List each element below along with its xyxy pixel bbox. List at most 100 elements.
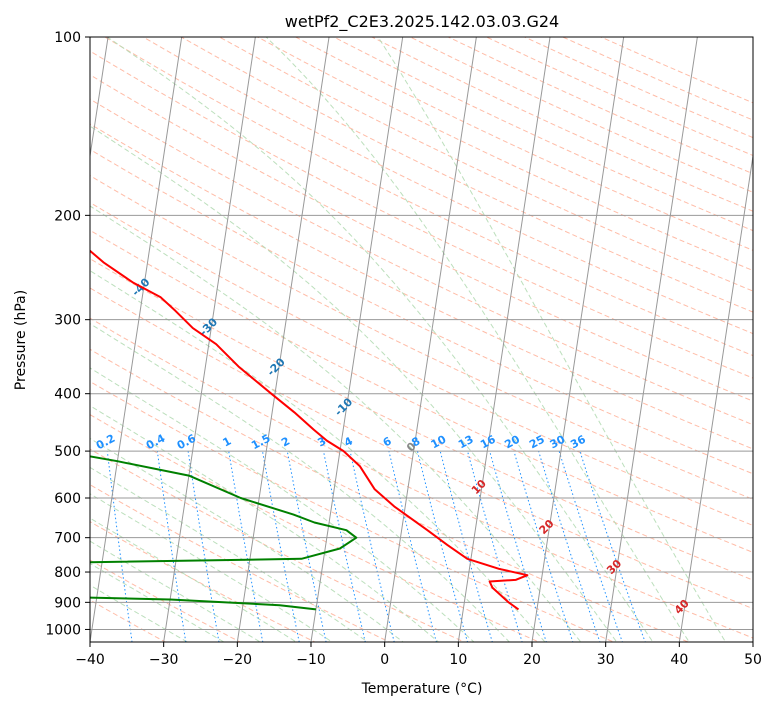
y-axis-label: Pressure (hPa) bbox=[13, 290, 29, 390]
x-tick-label: 20 bbox=[523, 652, 541, 668]
x-tick-label: −40 bbox=[75, 652, 105, 668]
x-tick-label: −20 bbox=[223, 652, 253, 668]
mixing-ratio-line bbox=[349, 450, 395, 642]
dry-adiabats bbox=[90, 37, 753, 642]
dry-adiabat-line bbox=[90, 201, 753, 527]
x-axis-ticks: −40 −30 −20 −10 0 10 20 30 40 50 bbox=[75, 642, 762, 668]
mixing-ratio-line bbox=[156, 451, 187, 642]
moist-adiabat-line bbox=[90, 517, 298, 642]
dry-adiabat-line bbox=[103, 37, 753, 357]
dry-adiabat-line bbox=[90, 484, 391, 642]
sounding-profiles bbox=[90, 249, 529, 611]
y-tick-label: 1000 bbox=[45, 622, 81, 638]
moist-adiabat-line bbox=[90, 323, 511, 642]
moist-adiabat-line bbox=[90, 562, 225, 642]
isotherm-gridlines bbox=[90, 37, 753, 642]
x-tick-label: 0 bbox=[380, 652, 389, 668]
y-tick-label: 400 bbox=[54, 387, 81, 403]
dry-adiabat-line bbox=[90, 599, 167, 642]
moist-adiabat-line bbox=[90, 540, 262, 642]
mixing-ratio-label: 16 bbox=[478, 433, 498, 452]
dry-adiabat-line bbox=[409, 37, 753, 193]
dry-adiabat-line bbox=[90, 74, 753, 402]
mixing-ratio-line bbox=[106, 451, 133, 642]
y-tick-label: 100 bbox=[54, 30, 81, 46]
dry-adiabat-line bbox=[90, 258, 753, 581]
isotherm-label: -20 bbox=[265, 355, 288, 378]
isotherm-line bbox=[310, 37, 404, 642]
dry-adiabat-line bbox=[90, 123, 753, 450]
isotherm-line bbox=[752, 638, 753, 642]
x-tick-label: 40 bbox=[670, 652, 688, 668]
moist-adiabat-line bbox=[90, 584, 189, 642]
isotherm-label: -30 bbox=[197, 315, 220, 338]
y-axis-ticks: 100 200 300 400 500 600 700 800 900 1000 bbox=[45, 30, 90, 638]
mixing-ratio-label: 10 bbox=[429, 433, 449, 452]
dry-adiabat-line bbox=[90, 348, 690, 642]
moist-adiabat-line bbox=[90, 466, 369, 642]
moist-adiabat-line bbox=[90, 367, 475, 642]
mixing-ratio-label: 4 bbox=[342, 434, 355, 449]
x-tick-label: −10 bbox=[296, 652, 326, 668]
pressure-gridlines bbox=[90, 37, 753, 630]
dry-adiabat-line bbox=[599, 37, 753, 104]
mixing-ratio-line bbox=[323, 451, 366, 642]
mixing-ratio-label: 36 bbox=[568, 433, 588, 452]
mixing-ratio-label: 6 bbox=[381, 434, 394, 449]
dry-adiabat-line bbox=[90, 448, 466, 642]
dry-adiabat-line bbox=[90, 175, 753, 500]
dry-adiabat-line bbox=[90, 414, 541, 642]
plot-frame bbox=[89, 36, 754, 643]
x-tick-label: 50 bbox=[744, 652, 762, 668]
dry-adiabat-line bbox=[142, 37, 753, 335]
isotherm-label: -50 bbox=[62, 235, 85, 258]
isotherm-line bbox=[457, 37, 551, 642]
moist-adiabat-line bbox=[90, 437, 404, 642]
dry-adiabat-line bbox=[180, 37, 753, 313]
y-tick-label: 300 bbox=[54, 313, 81, 329]
mixing-ratio-line bbox=[262, 451, 300, 642]
moist-adiabat-line bbox=[265, 37, 690, 642]
mixing-ratio-label: 25 bbox=[527, 433, 547, 452]
mixing-ratio-label: 0.4 bbox=[144, 432, 168, 453]
mixing-ratio-line bbox=[439, 450, 493, 642]
isotherm-line bbox=[236, 37, 330, 642]
x-axis-label: Temperature (°C) bbox=[361, 681, 483, 697]
isotherm-label: -60 bbox=[0, 195, 18, 218]
chart-title: wetPf2_C2E3.2025.142.03.03.G24 bbox=[285, 12, 559, 32]
mixing-ratio-label: 30 bbox=[548, 433, 568, 452]
y-tick-label: 600 bbox=[54, 491, 81, 507]
temperature-profile-line bbox=[90, 249, 529, 611]
isotherm-label: 40 bbox=[672, 597, 692, 617]
moist-adiabat-line bbox=[90, 493, 334, 642]
mixing-ratio-label: 13 bbox=[456, 433, 476, 452]
dry-adiabat-line bbox=[90, 287, 753, 610]
mixing-ratio-label: 20 bbox=[502, 433, 522, 452]
mixing-ratio-label: 2 bbox=[279, 434, 292, 449]
x-tick-label: 30 bbox=[597, 652, 615, 668]
isotherm-line bbox=[90, 37, 183, 642]
dry-adiabat-line bbox=[447, 37, 753, 175]
dry-adiabat-line bbox=[90, 50, 753, 379]
dry-adiabat-line bbox=[256, 37, 753, 272]
moist-adiabat-line bbox=[90, 270, 546, 642]
isotherm-line bbox=[90, 37, 109, 160]
isotherm-label: 20 bbox=[537, 517, 557, 537]
mixing-ratio-label: 0.2 bbox=[94, 432, 117, 453]
y-tick-label: 700 bbox=[54, 531, 81, 547]
x-tick-label: 10 bbox=[449, 652, 467, 668]
isotherm-line bbox=[605, 37, 698, 642]
x-tick-label: −30 bbox=[149, 652, 179, 668]
y-tick-label: 800 bbox=[54, 565, 81, 581]
dry-adiabat-line bbox=[332, 37, 753, 232]
mixing-ratio-line bbox=[228, 451, 264, 642]
dry-adiabat-line bbox=[90, 229, 753, 553]
dry-adiabat-line bbox=[90, 521, 316, 642]
dry-adiabat-line bbox=[90, 148, 753, 475]
y-tick-label: 900 bbox=[54, 595, 81, 611]
isotherm-line bbox=[678, 152, 753, 642]
y-tick-label: 500 bbox=[54, 444, 81, 460]
dry-adiabat-line bbox=[90, 380, 615, 642]
isotherm-label: -10 bbox=[332, 395, 355, 418]
